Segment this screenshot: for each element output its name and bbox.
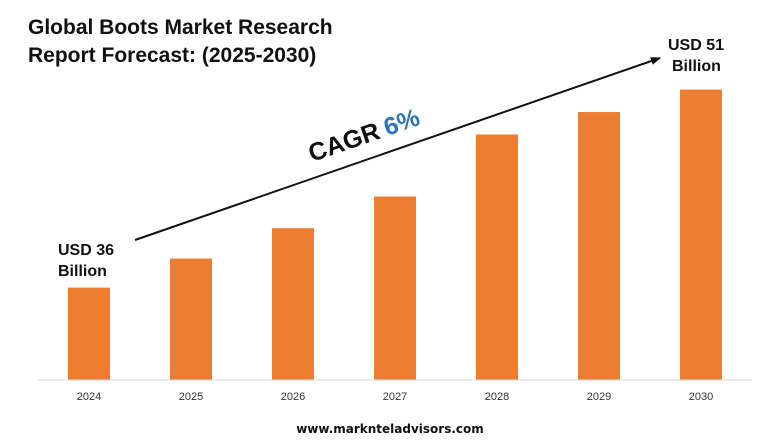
bar-2027 [374,196,416,380]
end-value-label-line1: USD 51 [668,37,724,54]
x-tick-label-2030: 2030 [689,391,713,403]
bar-2026 [272,228,314,380]
bar-2029 [578,112,620,380]
start-value-label-line2: Billion [58,263,107,280]
x-tick-label-2026: 2026 [281,391,305,403]
x-tick-label-2024: 2024 [77,391,101,403]
bar-2030 [680,89,722,380]
cagr-trend-arrow [134,57,661,241]
chart-title: Global Boots Market Research Report Fore… [28,16,333,67]
x-tick-label-2027: 2027 [383,391,407,403]
cagr-text: CAGR [305,117,384,167]
bar-2028 [476,134,518,380]
cagr-label: CAGR6% [305,104,424,168]
x-tick-label-2028: 2028 [485,391,509,403]
x-tick-label-2029: 2029 [587,391,611,403]
end-value-label-line2: Billion [672,58,721,75]
footer-url: www.marknteladvisors.com [296,422,484,436]
bar-2025 [170,258,212,380]
cagr-value: 6% [380,104,423,142]
x-tick-label-2025: 2025 [179,391,203,403]
bar-2024 [68,287,110,380]
start-value-label-line1: USD 36 [58,242,114,259]
